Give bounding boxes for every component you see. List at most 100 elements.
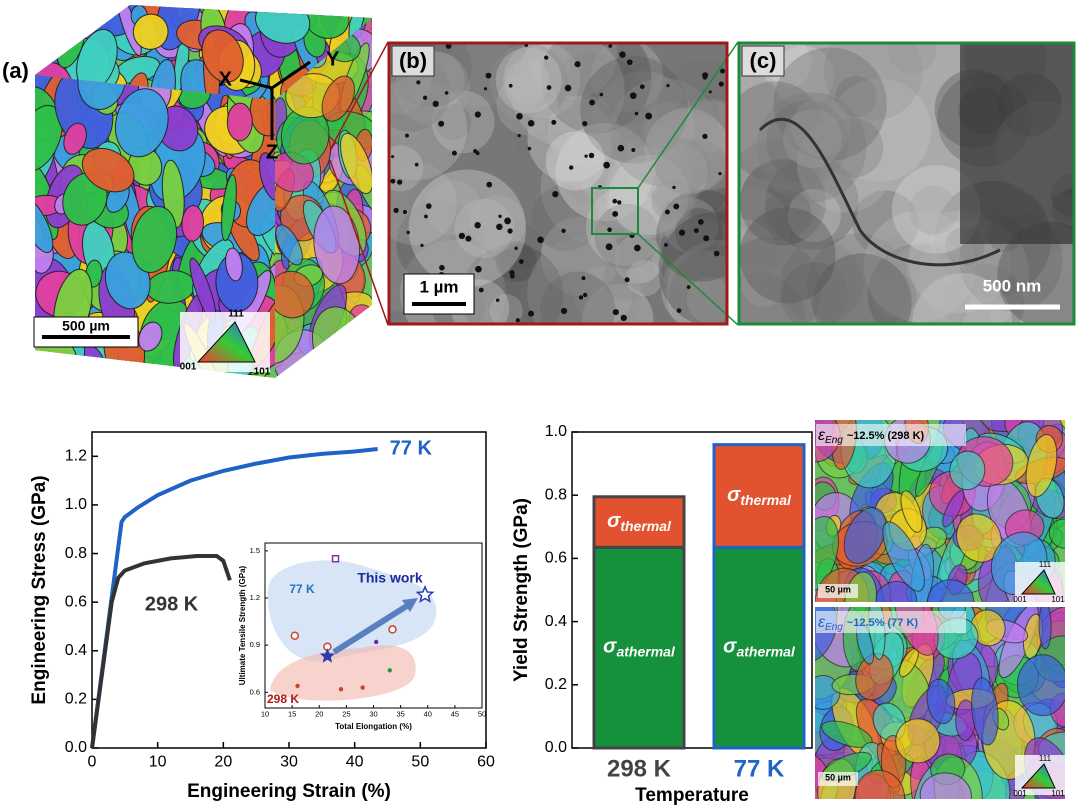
tem-dot [718,172,722,176]
x-tick-label: 30 [369,710,377,719]
tem-blob [740,237,822,323]
tem-dot [560,307,568,315]
grain [132,13,169,50]
point [388,625,397,634]
point [319,648,335,663]
arrow-head [402,598,418,612]
strain-label: εEng ~12.5% (77 K) [818,614,918,632]
tem-blob [390,77,468,181]
tem-dot [478,287,484,293]
grain [942,490,965,528]
tem-blob [580,55,688,164]
tem-dark-region [960,44,1073,244]
grain [815,515,839,594]
tem-blob [652,113,726,194]
tem-blob [675,94,719,138]
tem-blob [891,165,981,254]
grain [1025,433,1058,498]
grain [949,450,986,491]
tem-blob [835,75,877,118]
y-tick-label: 0.4 [545,613,567,630]
tem-blob [905,240,965,300]
tem-dot [498,214,502,219]
tem-dot [524,44,529,47]
tem-blob [609,78,719,187]
tem-dot [483,87,488,91]
tem-blob [626,260,663,297]
grain [131,205,178,273]
tem-blob [655,137,711,194]
tem-dot [676,308,682,313]
tem-dot [697,219,704,225]
tem-dot [486,181,493,188]
bar-segment [712,545,806,750]
x-tick-label: 40 [424,710,432,719]
tem-dot [474,222,481,229]
scale-text: 50 µm [825,772,851,782]
tem-dot [414,162,419,167]
tem-blob [780,241,864,323]
tem-dot [693,228,699,234]
boundary [758,117,1001,267]
tem-blob [608,154,689,236]
tem-dot [420,243,424,248]
tem-blob [772,45,835,108]
tem-blob [594,203,660,269]
grain-map [35,75,275,378]
bar-segment [592,495,686,549]
grain [296,353,341,378]
tem-dot [416,80,421,85]
subscript: thermal [620,518,672,534]
tem-blob [532,130,573,172]
tem-dot [584,154,588,158]
tem-dot [515,318,520,323]
tem-dot [588,152,595,159]
grain [926,579,975,602]
tem-dot [475,265,482,273]
tem-dot [603,161,610,169]
tem-dot [474,111,481,118]
grain [843,507,887,564]
tem-blob [581,284,654,323]
segment-label: σathermal [603,636,676,659]
plot-frame [571,431,813,749]
tem-dot [475,151,480,156]
tem-blob [480,227,579,323]
grain [874,580,918,602]
tem-blob [806,233,911,323]
grain [35,104,63,172]
tem-blob [541,44,652,134]
ipf-label: 001 [1013,595,1027,604]
tem-blob [651,221,719,289]
tem-blob [390,82,434,139]
tem-dot [718,81,724,87]
tem-blob [912,273,1013,323]
point [374,639,379,645]
tem-dot [624,277,630,283]
tem-blob [555,129,631,205]
tem-dot [666,83,670,88]
ipf-label: 101 [1051,789,1065,798]
tem-blob [741,264,784,308]
scale-text: 500 µm [62,318,110,334]
y-axis-label: Yield Strength (GPa) [511,498,532,682]
tem-blob [662,217,726,297]
segment-label: σthermal [607,510,672,533]
y-tick-label: 0.6 [250,687,260,696]
x-tick-label: 40 [346,754,364,771]
charts: 0.0 0.2 0.4 0.6 0.8 1.0 1.2 0 10 20 30 40 50 60 Engine… [29,423,813,806]
grain [81,147,135,193]
x-tick-label: 0 [88,754,97,771]
tem-dot [390,178,396,184]
tem-blob [510,44,625,148]
grain [201,29,244,83]
tem-dot [708,90,712,94]
y-tick-label: 0.2 [545,676,567,693]
x-tick-label: 10 [261,710,269,719]
tem-dot [612,198,618,204]
tem-dot [445,44,452,49]
tem-dot [517,134,521,138]
tem-blob [691,232,726,291]
x-axis-label: Engineering Strain (%) [187,781,391,802]
x-tick-label: 15 [288,710,296,719]
